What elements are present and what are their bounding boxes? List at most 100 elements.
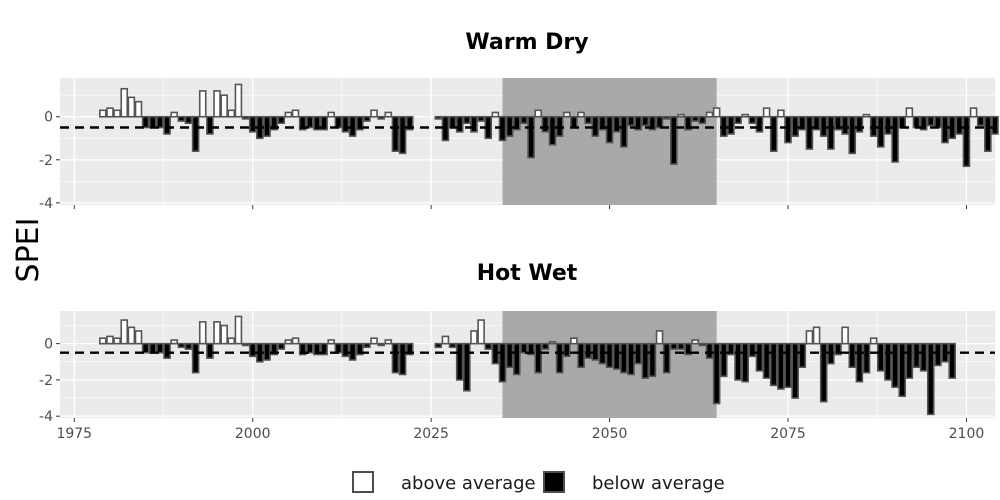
bar-above-average (370, 337, 378, 345)
bar-above-average (291, 109, 300, 118)
bar-below-average (184, 115, 193, 125)
bar-above-average (327, 111, 336, 118)
bar-below-average (363, 115, 371, 122)
bar-below-average (612, 115, 621, 133)
bar-above-average (220, 94, 228, 118)
bar-above-average (841, 326, 849, 345)
bar-below-average (534, 342, 543, 374)
bar-below-average (163, 115, 171, 135)
x-tick-label: 2025 (413, 426, 449, 442)
bar-below-average (306, 342, 314, 354)
bar-below-average (391, 342, 400, 374)
bar-above-average (106, 107, 114, 118)
bar-below-average (891, 115, 899, 163)
bar-above-average (370, 109, 378, 118)
x-tick-label: 1975 (56, 426, 92, 442)
x-tick-label: 2050 (592, 426, 628, 442)
bar-above-average (227, 337, 236, 345)
bar-below-average (912, 115, 921, 129)
bar-above-average (227, 109, 236, 118)
bar-above-average (570, 337, 578, 345)
bar-below-average (884, 342, 892, 381)
bar-below-average (541, 342, 550, 350)
bar-below-average (755, 342, 764, 372)
bar-below-average (484, 342, 493, 350)
bar-below-average (341, 115, 350, 133)
bar-below-average (584, 342, 592, 359)
x-axis: 1975 2000 2025 2050 2075 2100 (56, 426, 984, 442)
bar-below-average (926, 115, 935, 127)
bar-above-average (384, 111, 393, 118)
bar-below-average (976, 115, 985, 127)
bar-below-average (670, 115, 678, 165)
bar-above-average (213, 90, 221, 118)
bar-below-average (541, 115, 550, 133)
bar-below-average (948, 342, 956, 379)
bar-below-average (755, 115, 764, 133)
bar-below-average (877, 342, 885, 372)
bar-below-average (926, 342, 935, 416)
bar-below-average (277, 342, 286, 350)
bar-below-average (641, 342, 650, 379)
bar-below-average (912, 342, 921, 369)
bar-above-average (134, 100, 143, 118)
x-tick-label: 2000 (235, 426, 271, 442)
bar-below-average (698, 115, 707, 125)
bar-below-average (648, 342, 657, 378)
bar-below-average (206, 342, 214, 359)
y-tick-label: -4 (39, 196, 53, 212)
bar-below-average (605, 115, 614, 144)
bar-above-average (477, 319, 485, 345)
bar-above-average (762, 107, 771, 118)
bar-below-average (727, 115, 735, 135)
legend-above-key (352, 471, 374, 493)
bar-below-average (662, 342, 671, 374)
bar-below-average (206, 115, 214, 135)
panel-title-hot-wet: Hot Wet (477, 261, 578, 286)
bar-below-average (962, 115, 971, 168)
bar-below-average (156, 115, 164, 129)
legend-below-label: below average (592, 473, 725, 494)
bar-below-average (670, 342, 678, 350)
bar-below-average (141, 342, 150, 354)
bar-below-average (734, 342, 742, 381)
bar-below-average (934, 342, 942, 367)
bar-below-average (827, 115, 835, 150)
bar-below-average (784, 342, 792, 388)
bar-above-average (134, 330, 143, 345)
bar-above-average (99, 337, 107, 345)
panel-hot-wet: -4 -2 0 (39, 311, 995, 425)
bar-above-average (470, 330, 478, 345)
bar-above-average (491, 111, 500, 118)
bar-above-average (655, 330, 664, 345)
bar-above-average (99, 109, 107, 118)
bar-below-average (655, 115, 664, 129)
bar-below-average (934, 115, 942, 129)
bar-below-average (855, 115, 864, 133)
bar-below-average (156, 342, 164, 354)
bar-above-average (284, 111, 293, 118)
bar-above-average (234, 315, 243, 345)
bar-below-average (477, 115, 485, 122)
bar-above-average (562, 111, 571, 118)
bar-above-average (577, 111, 585, 118)
bar-above-average (220, 324, 228, 345)
bar-below-average (398, 342, 407, 376)
bar-above-average (213, 321, 221, 345)
bar-below-average (498, 342, 507, 383)
bar-below-average (677, 342, 685, 350)
bar-below-average (805, 115, 814, 150)
bar-below-average (248, 342, 257, 358)
panel-title-warm-dry: Warm Dry (465, 30, 588, 55)
bar-below-average (570, 115, 578, 129)
bar-above-average (712, 107, 721, 118)
bar-below-average (898, 115, 907, 129)
bar-below-average (712, 342, 721, 405)
bar-below-average (762, 342, 771, 379)
y-tick-label: -4 (39, 409, 53, 425)
bar-above-average (705, 111, 714, 118)
bar-above-average (120, 87, 129, 118)
bar-below-average (627, 115, 635, 127)
bar-below-average (955, 115, 964, 135)
legend-above-label: above average (401, 473, 536, 494)
